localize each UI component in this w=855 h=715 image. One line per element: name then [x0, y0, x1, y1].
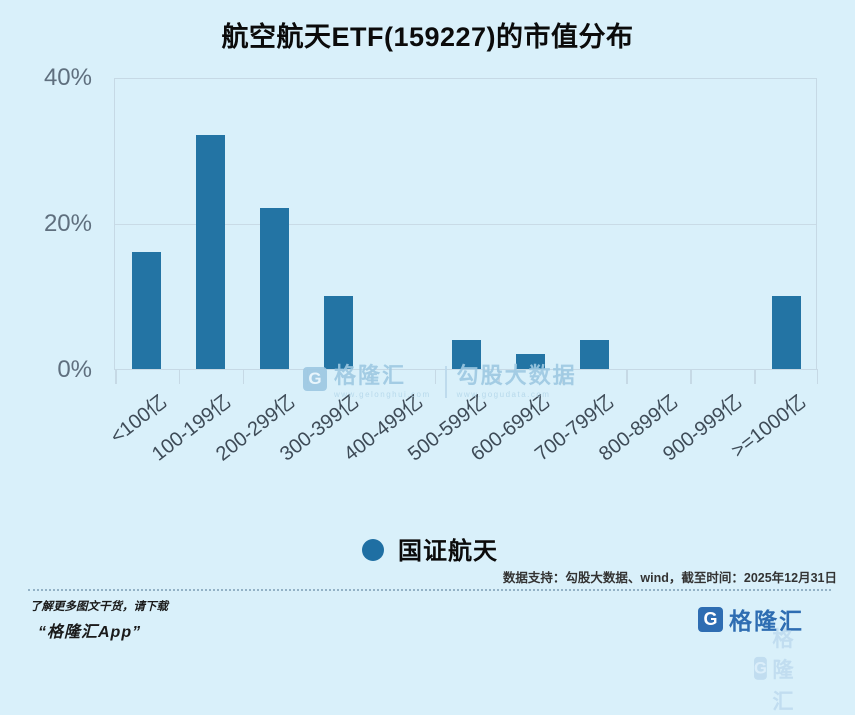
promo-line1: 了解更多图文干货，请下载: [30, 601, 168, 613]
bar: [132, 252, 162, 369]
x-axis-tick: [370, 369, 373, 384]
y-axis-label: 0%: [57, 356, 92, 383]
gelonghui-logo: G 格隆汇 G 格隆汇: [698, 602, 804, 713]
bar: [579, 339, 609, 369]
y-axis-label: 40%: [43, 64, 92, 91]
infographic-page: { "title": "航空航天ETF(159227)的市值分布", "char…: [28, 22, 837, 713]
promo-text: 了解更多图文干货，请下载 “格隆汇App”: [30, 598, 168, 642]
promo-line2: “格隆汇App”: [38, 624, 142, 641]
x-axis-tick: [115, 369, 117, 384]
bar: [196, 135, 226, 369]
x-axis-tick: [562, 369, 564, 384]
plot-area: [114, 78, 818, 384]
x-axis-tick: [178, 369, 181, 384]
x-axis-tick: [242, 369, 245, 384]
gelonghui-logo-shadow: G 格隆汇: [754, 621, 806, 715]
x-axis-tick: [306, 369, 309, 384]
x-axis-tick: [434, 369, 437, 384]
x-axis-tick: [754, 369, 756, 384]
x-axis-tick: [690, 369, 692, 384]
gelonghui-logo-text: 格隆汇: [729, 608, 804, 634]
dotted-divider: [28, 589, 831, 591]
legend: 国证航天: [362, 531, 498, 566]
legend-marker-icon: [362, 538, 384, 561]
data-source-note: 数据支持：勾股大数据、wind，截至时间：2025年12月31日: [502, 571, 837, 585]
bar: [260, 208, 290, 369]
x-axis-tick: [816, 369, 818, 384]
x-axis-tick: [498, 369, 500, 384]
gridline-20pct: [115, 224, 816, 225]
legend-label: 国证航天: [398, 538, 498, 565]
bar: [324, 296, 354, 369]
watermark-divider: [444, 366, 447, 398]
gelonghui-logo-shadow-text: 格隆汇: [772, 626, 796, 713]
bar: [515, 354, 545, 369]
y-axis-label: 20%: [43, 210, 92, 237]
x-axis-tick: [626, 369, 628, 384]
bar: [771, 296, 801, 369]
gelonghui-logo-shadow-icon: G: [754, 656, 767, 680]
chart-title: 航空航天ETF(159227)的市值分布: [221, 22, 634, 52]
gelonghui-logo-icon: G: [698, 606, 723, 632]
bar: [452, 339, 481, 369]
